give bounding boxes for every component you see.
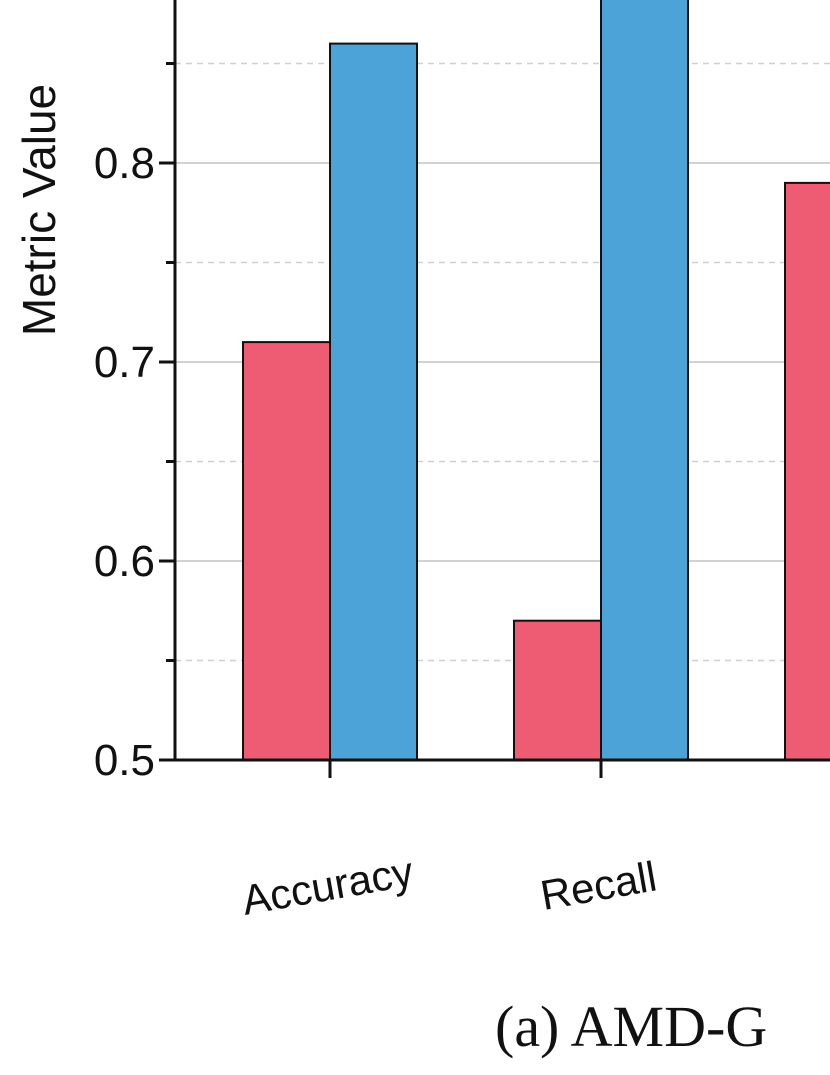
y-ticks: 0.5 0.6 0.7 0.8: [94, 62, 175, 785]
x-tick-label-accuracy: Accuracy: [238, 848, 416, 924]
y-tick-label: 0.8: [94, 139, 155, 188]
x-ticks: AccuracyRecallPre: [238, 760, 660, 924]
bar-accuracy-series-2: [329, 42, 418, 762]
bar-accuracy-series-1: [242, 341, 331, 761]
bar-recall-series-1: [513, 619, 602, 762]
y-axis-label: Metric Value: [13, 84, 65, 336]
y-tick-label: 0.5: [94, 736, 155, 785]
bar-recall-series-2: [600, 0, 689, 761]
y-tick-label: 0.6: [94, 537, 155, 586]
bars: [242, 0, 830, 762]
axes: [173, 0, 830, 762]
bar-pre-series-1: [784, 181, 830, 761]
x-tick-label-recall: Recall: [537, 852, 660, 919]
figure-caption: (a) AMD-G: [495, 994, 767, 1059]
y-tick-label: 0.7: [94, 338, 155, 387]
